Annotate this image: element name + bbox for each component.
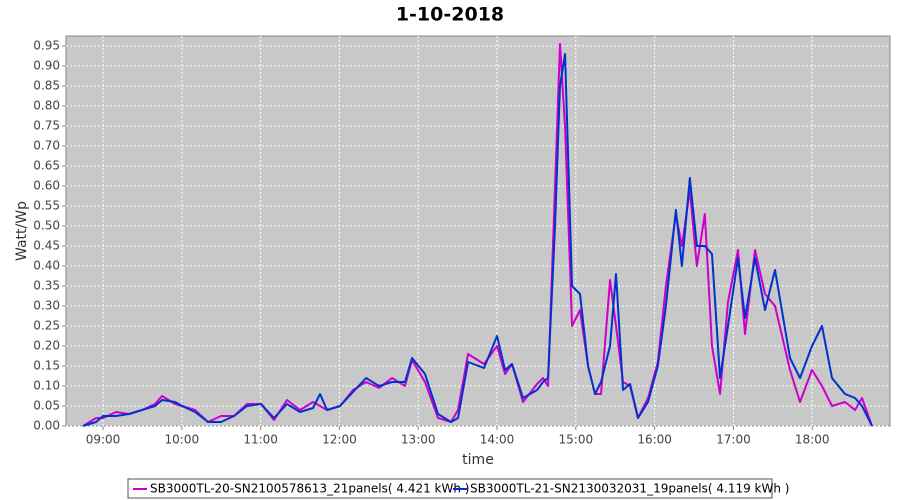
y-tick-label: 0.60 bbox=[33, 179, 60, 193]
legend-label: SB3000TL-21-SN2130032031_19panels( 4.119… bbox=[470, 482, 789, 496]
x-tick-label: 09:00 bbox=[86, 433, 121, 447]
y-tick-label: 0.10 bbox=[33, 379, 60, 393]
x-axis-label: time bbox=[462, 452, 494, 468]
y-tick-label: 0.40 bbox=[33, 259, 60, 273]
x-tick-label: 11:00 bbox=[243, 433, 278, 447]
y-tick-label: 0.65 bbox=[33, 159, 60, 173]
y-tick-label: 0.15 bbox=[33, 359, 60, 373]
y-tick-label: 0.95 bbox=[33, 39, 60, 53]
y-tick-label: 0.90 bbox=[33, 59, 60, 73]
y-tick-label: 0.70 bbox=[33, 139, 60, 153]
y-tick-label: 0.25 bbox=[33, 319, 60, 333]
y-tick-label: 0.45 bbox=[33, 239, 60, 253]
y-tick-label: 0.20 bbox=[33, 339, 60, 353]
legend bbox=[127, 478, 773, 499]
x-tick-label: 14:00 bbox=[480, 433, 515, 447]
y-tick-label: 0.35 bbox=[33, 279, 60, 293]
y-tick-label: 0.80 bbox=[33, 99, 60, 113]
y-tick-label: 0.85 bbox=[33, 79, 60, 93]
x-tick-label: 18:00 bbox=[795, 433, 830, 447]
y-tick-label: 0.00 bbox=[33, 419, 60, 433]
x-tick-label: 12:00 bbox=[322, 433, 357, 447]
y-tick-label: 0.50 bbox=[33, 219, 60, 233]
chart-title: 1-10-2018 bbox=[396, 4, 504, 26]
x-tick-label: 10:00 bbox=[165, 433, 200, 447]
legend-label: SB3000TL-20-SN2100578613_21panels( 4.421… bbox=[150, 482, 469, 496]
y-tick-label: 0.55 bbox=[33, 199, 60, 213]
y-tick-label: 0.05 bbox=[33, 399, 60, 413]
y-tick-label: 0.75 bbox=[33, 119, 60, 133]
x-tick-label: 17:00 bbox=[716, 433, 751, 447]
y-tick-label: 0.30 bbox=[33, 299, 60, 313]
x-tick-label: 16:00 bbox=[637, 433, 672, 447]
x-tick-label: 15:00 bbox=[559, 433, 594, 447]
plot-area bbox=[65, 35, 891, 427]
series-line bbox=[82, 53, 873, 427]
x-tick-label: 13:00 bbox=[401, 433, 436, 447]
y-axis-label: Watt/Wp bbox=[14, 201, 30, 261]
